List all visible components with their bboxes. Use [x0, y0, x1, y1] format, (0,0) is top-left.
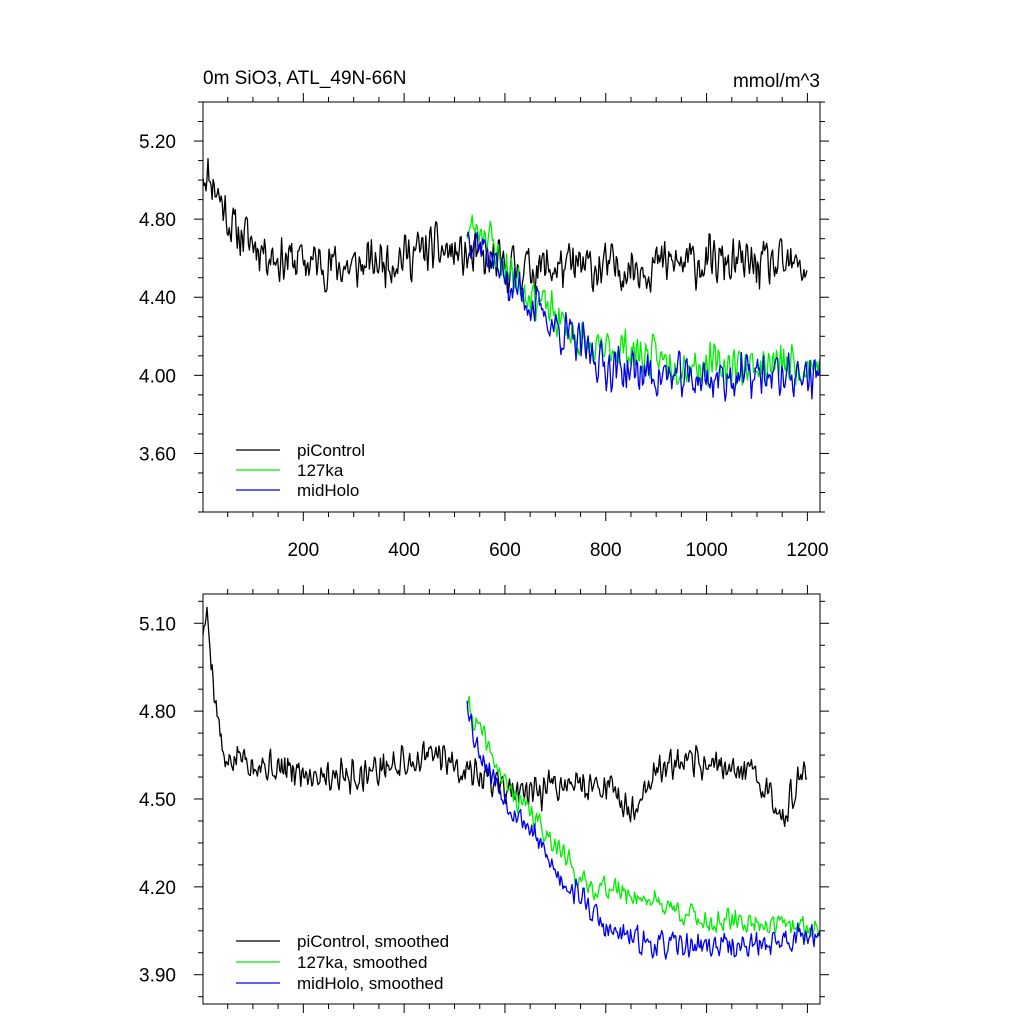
top-panel: 0m SiO3, ATL_49N-66N mmol/m^3 200 400 600 8…: [139, 68, 829, 561]
top-legend-label: 127ka: [297, 461, 344, 480]
top-xtick-label: 800: [590, 540, 622, 561]
bottom-ytick-label: 5.10: [139, 614, 176, 635]
top-series-midholo: [466, 231, 821, 402]
bottom-ytick-label: 4.80: [139, 702, 176, 723]
top-xtick-label: 400: [388, 540, 420, 561]
top-plot-frame: [202, 101, 821, 513]
bottom-legend: piControl, smoothed 127ka, smoothed midHol…: [236, 932, 449, 993]
bottom-series-127ka-smoothed: [466, 695, 821, 942]
top-xtick-label: 1200: [786, 540, 828, 561]
bottom-series-group: [202, 606, 821, 960]
top-ytick-label: 3.60: [139, 444, 176, 465]
bottom-legend-label: piControl, smoothed: [297, 932, 449, 951]
bottom-ticks-group: 3.90 4.20 4.50 4.80 5.10: [139, 585, 829, 1013]
bottom-ytick-label: 4.50: [139, 790, 176, 811]
top-xtick-label: 200: [287, 540, 319, 561]
top-panel-units: mmol/m^3: [733, 71, 820, 92]
top-legend-label: midHolo: [297, 481, 359, 500]
top-ytick-label: 4.80: [139, 210, 176, 231]
bottom-series-picontrol-smoothed: [202, 606, 808, 828]
top-series-picontrol: [202, 157, 808, 296]
top-series-127ka: [466, 214, 821, 389]
top-xtick-label: 600: [489, 540, 521, 561]
bottom-ytick-label: 3.90: [139, 966, 176, 987]
top-ytick-label: 5.20: [139, 132, 176, 153]
top-ytick-label: 4.40: [139, 288, 176, 309]
top-legend-label: piControl: [297, 441, 365, 460]
bottom-series-midholo-smoothed: [466, 700, 821, 960]
top-series-group: [202, 157, 821, 402]
top-ticks-group: 200 400 600 800 1000 1200 3.60 4.00 4.40 4.80 5.20: [139, 93, 829, 561]
top-ytick-label: 4.00: [139, 366, 176, 387]
bottom-panel: 3.90 4.20 4.50 4.80 5.10 piControl, smoothed…: [139, 585, 829, 1013]
bottom-legend-label: 127ka, smoothed: [297, 953, 427, 972]
bottom-ytick-label: 4.20: [139, 878, 176, 899]
top-xtick-label: 1000: [685, 540, 727, 561]
bottom-legend-label: midHolo, smoothed: [297, 974, 443, 993]
top-panel-title: 0m SiO3, ATL_49N-66N: [203, 68, 406, 89]
